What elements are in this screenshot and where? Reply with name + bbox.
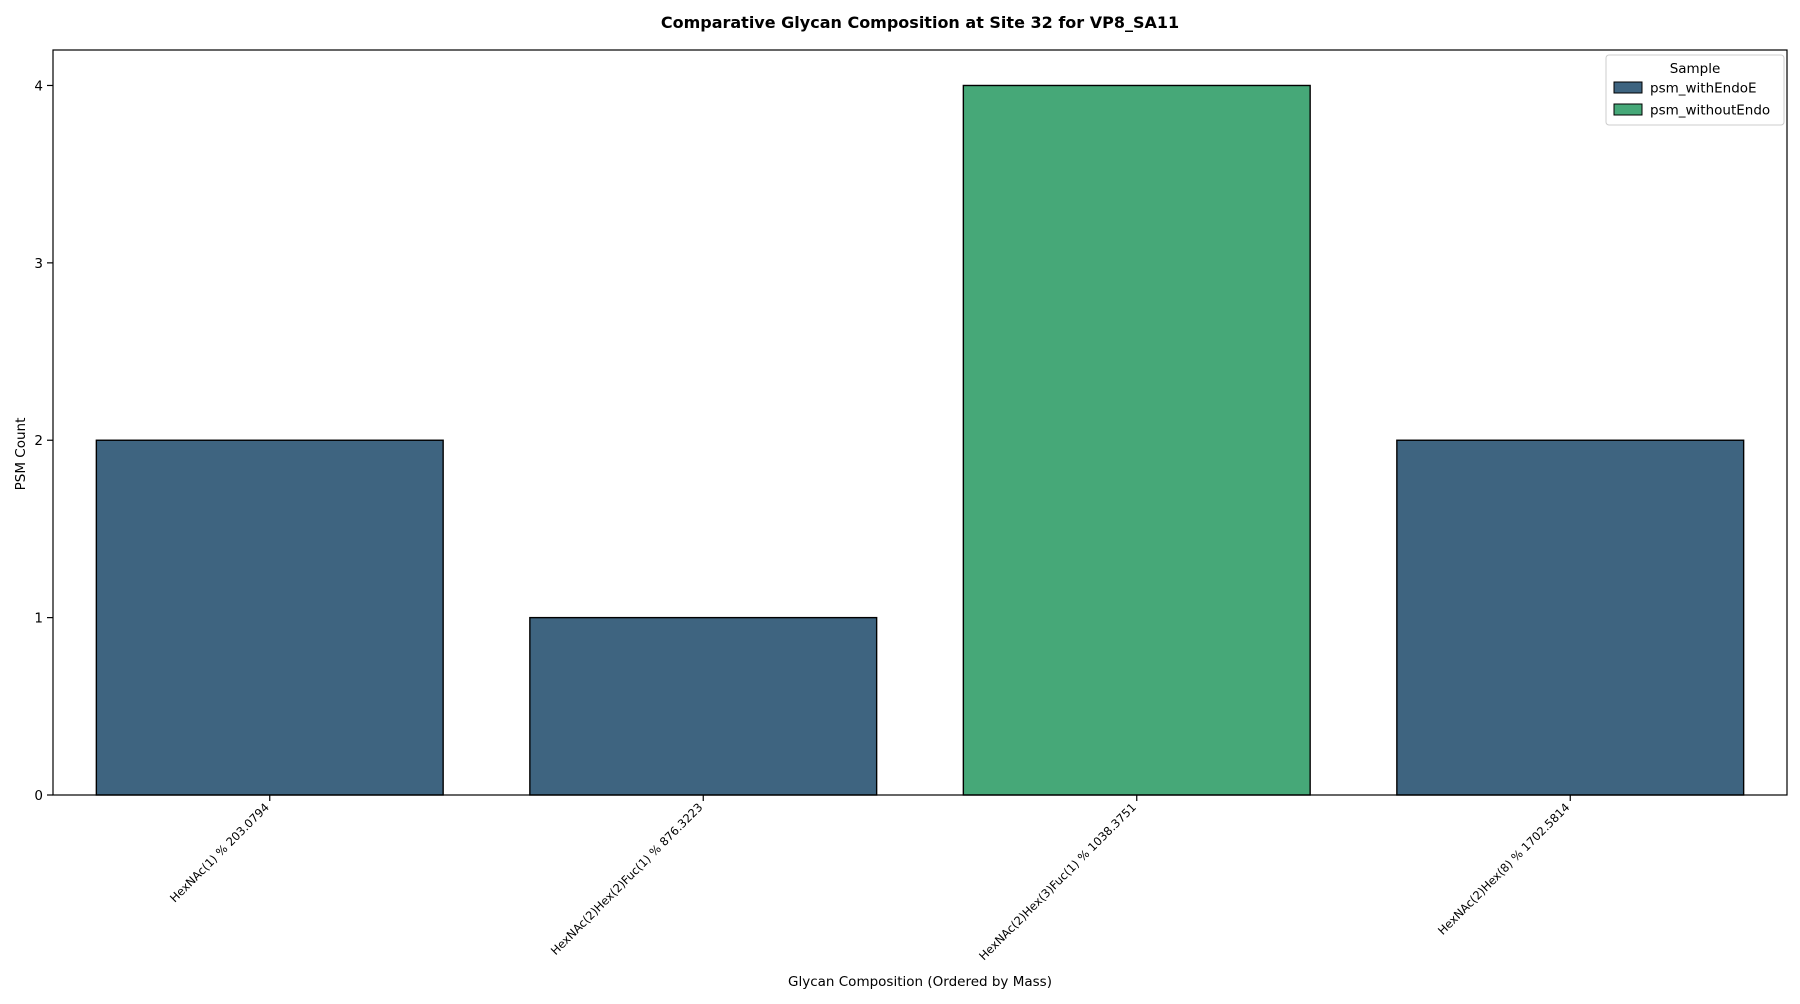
x-tick-label-3: HexNAc(2)Hex(3)Fuc(1) % 1038.3751 <box>976 800 1139 963</box>
x-tick-label-4: HexNAc(2)Hex(8) % 1702.5814 <box>1435 800 1572 937</box>
bar-3 <box>962 84 1311 796</box>
y-tick-label: 1 <box>34 611 43 627</box>
y-tick-label: 3 <box>34 256 43 272</box>
legend-label-2: psm_withoutEndo <box>1650 103 1770 119</box>
legend-swatch-2 <box>1613 103 1643 116</box>
bars-layer <box>95 84 1745 796</box>
bar-1 <box>95 439 444 796</box>
bar-2 <box>529 616 878 796</box>
x-tick-label-1: HexNAc(1) % 203.0794 <box>167 800 272 905</box>
legend-frame <box>1605 54 1785 126</box>
y-tick-label: 0 <box>34 788 43 804</box>
legend: Sample psm_withEndoE psm_withoutEndo <box>1605 54 1785 126</box>
legend-swatch-1 <box>1613 81 1643 94</box>
plot-frame <box>52 49 1788 796</box>
legend-entries: psm_withEndoE psm_withoutEndo <box>1613 81 1770 119</box>
x-tick-label-2: HexNAc(2)Hex(2)Fuc(1) % 876.3223 <box>548 800 706 958</box>
y-tick-label: 4 <box>34 78 43 94</box>
y-axis-label: PSM Count <box>13 418 29 491</box>
legend-title: Sample <box>1670 61 1721 77</box>
bar-4 <box>1396 439 1745 796</box>
chart-title: Comparative Glycan Composition at Site 3… <box>661 13 1179 32</box>
axes-layer <box>52 49 1788 796</box>
y-tick-label: 2 <box>34 433 43 449</box>
x-axis-label: Glycan Composition (Ordered by Mass) <box>788 974 1052 990</box>
legend-label-1: psm_withEndoE <box>1650 81 1757 97</box>
